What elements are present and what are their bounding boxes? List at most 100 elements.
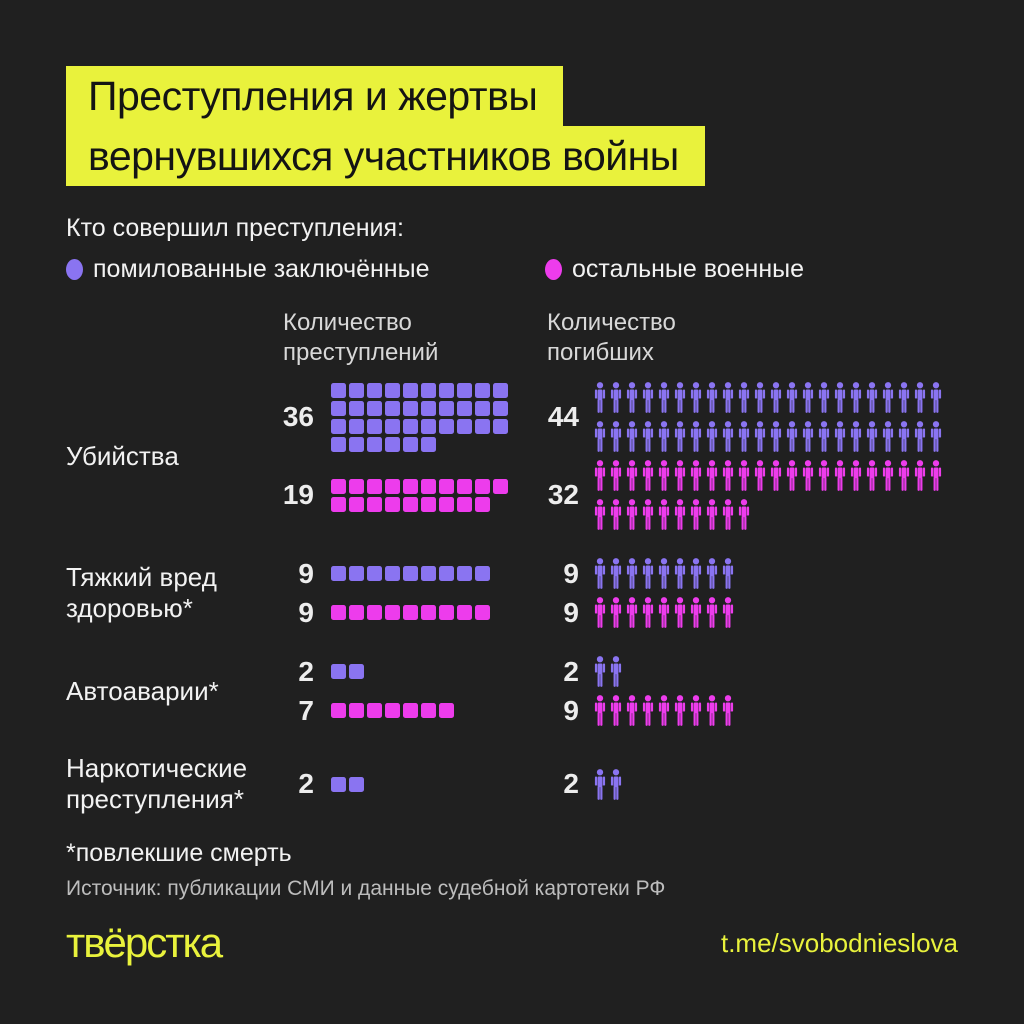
telegram-link[interactable]: t.me/svobodnieslova [720, 927, 958, 958]
person-icon [658, 460, 670, 491]
unit-square [385, 496, 400, 512]
person-icon [770, 421, 782, 452]
unit-square [331, 400, 346, 416]
unit-square [367, 436, 382, 452]
person-icon [866, 382, 878, 413]
person-icon [642, 558, 654, 589]
person-icon [786, 382, 798, 413]
person-icon [834, 421, 846, 452]
footnote: *повлекшие смерть [66, 839, 292, 867]
unit-square [331, 436, 346, 452]
person-icon [722, 460, 734, 491]
person-icon [658, 499, 670, 530]
unit-square [349, 496, 364, 512]
person-icon [818, 382, 830, 413]
unit-square [367, 605, 382, 620]
column-header-crimes: Количество преступлений [283, 309, 439, 366]
crimes-count: 9 [298, 557, 314, 589]
person-icon [626, 382, 638, 413]
person-icon [610, 382, 622, 413]
person-icon [610, 460, 622, 491]
unit-square [403, 418, 418, 434]
person-icon [738, 421, 750, 452]
person-icon [754, 421, 766, 452]
person-icon [658, 597, 670, 628]
unit-square [403, 400, 418, 416]
unit-square [367, 496, 382, 512]
person-icon [610, 656, 622, 687]
person-icon [642, 460, 654, 491]
person-icon [722, 695, 734, 726]
person-icon [722, 421, 734, 452]
person-icon [626, 695, 638, 726]
person-icon [626, 460, 638, 491]
deaths-count: 9 [563, 596, 579, 628]
person-icon [770, 382, 782, 413]
deaths-count: 32 [547, 479, 579, 510]
crimes-pictogram [331, 776, 546, 792]
person-icon [690, 460, 702, 491]
unit-square [439, 703, 454, 718]
person-icon [674, 382, 686, 413]
unit-square [385, 400, 400, 416]
person-icon [722, 597, 734, 628]
person-icon [738, 382, 750, 413]
unit-square [349, 382, 364, 398]
deaths-pictogram [593, 655, 623, 688]
person-icon [706, 558, 718, 589]
deaths-pictogram [593, 768, 623, 801]
crimes-pictogram [331, 664, 546, 679]
category-row: Автоаварии* 2 2 7 9 [66, 655, 958, 727]
unit-square [457, 566, 472, 581]
person-icon [914, 460, 926, 491]
person-icon [690, 558, 702, 589]
person-icon [786, 460, 798, 491]
series-row: 19 32 [280, 459, 958, 531]
person-icon [802, 460, 814, 491]
person-icon [690, 382, 702, 413]
pictogram-chart: Убийства 36 44 19 32 Тяжкий вред здоровью* 9 9 9… [66, 381, 958, 815]
person-icon [706, 382, 718, 413]
unit-square [331, 382, 346, 398]
unit-square [475, 418, 490, 434]
person-icon [706, 499, 718, 530]
person-icon [658, 382, 670, 413]
unit-square [403, 436, 418, 452]
crimes-pictogram [331, 382, 546, 452]
person-icon [690, 499, 702, 530]
deaths-pictogram [593, 381, 943, 453]
person-icon [594, 656, 606, 687]
person-icon [754, 382, 766, 413]
person-icon [818, 421, 830, 452]
person-icon [914, 421, 926, 452]
series-row: 36 44 [280, 381, 958, 453]
person-icon [834, 460, 846, 491]
person-icon [770, 460, 782, 491]
deaths-pictogram [593, 694, 735, 727]
unit-square [475, 566, 490, 581]
crimes-pictogram [331, 478, 546, 512]
category-label: Автоаварии* [66, 675, 219, 706]
category-row: Тяжкий вред здоровью* 9 9 9 9 [66, 557, 958, 629]
unit-square [367, 478, 382, 494]
unit-square [385, 478, 400, 494]
category-label: Убийства [66, 440, 179, 471]
unit-square [421, 382, 436, 398]
unit-square [421, 478, 436, 494]
unit-square [439, 496, 454, 512]
person-icon [674, 421, 686, 452]
person-icon [594, 558, 606, 589]
person-icon [642, 382, 654, 413]
deaths-pictogram [593, 557, 735, 590]
person-icon [706, 597, 718, 628]
person-icon [674, 460, 686, 491]
deaths-pictogram [593, 596, 735, 629]
person-icon [866, 460, 878, 491]
unit-square [385, 605, 400, 620]
unit-square [403, 605, 418, 620]
person-icon [930, 460, 942, 491]
unit-square [403, 496, 418, 512]
